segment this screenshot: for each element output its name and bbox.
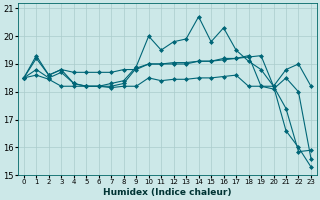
X-axis label: Humidex (Indice chaleur): Humidex (Indice chaleur) [103,188,232,197]
